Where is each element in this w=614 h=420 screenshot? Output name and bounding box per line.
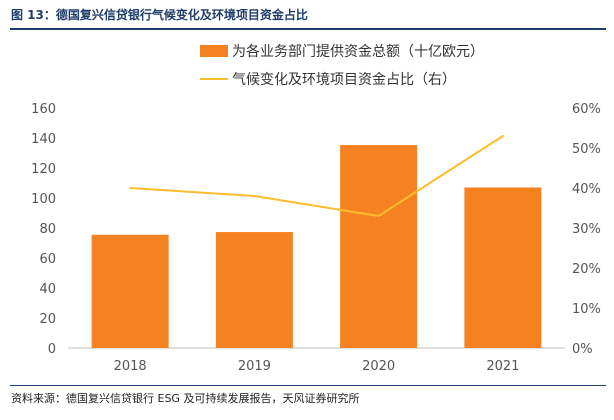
y-left-tick-label: 160 (31, 102, 56, 117)
legend-bar-label: 为各业务部门提供资金总额（十亿欧元） (232, 44, 484, 60)
bar-series (91, 145, 542, 348)
legend-line-label: 气候变化及环境项目资金占比（右） (232, 72, 456, 88)
bar (340, 145, 418, 348)
y-left-tick-label: 60 (39, 252, 56, 267)
line-point (253, 195, 256, 197)
y-right-tick-label: 0% (572, 342, 593, 357)
x-tick-label: 2018 (114, 359, 147, 374)
chart: 为各业务部门提供资金总额（十亿欧元） 气候变化及环境项目资金占比（右） 0 20 4… (31, 44, 601, 374)
y-left-tick-label: 140 (31, 132, 56, 147)
y-right-tick-label: 60% (572, 102, 601, 117)
x-axis: 2018 2019 2020 2021 (114, 359, 520, 374)
y-left-tick-label: 100 (31, 192, 56, 207)
y-left-tick-label: 120 (31, 162, 56, 177)
bar (464, 187, 542, 348)
y-right-tick-label: 20% (572, 262, 601, 277)
line-point (501, 135, 504, 137)
bar (91, 234, 169, 348)
y-right-tick-label: 30% (572, 222, 601, 237)
source-note: 资料来源：德国复兴信贷银行 ESG 及可持续发展报告，天风证券研究所 (11, 392, 360, 405)
line-series (129, 135, 504, 217)
y-right-tick-label: 50% (572, 142, 601, 157)
y-right-tick-label: 40% (572, 182, 601, 197)
figure-title: 图 13：德国复兴信贷银行气候变化及环境项目资金占比 (11, 8, 308, 22)
legend-bar-swatch (200, 45, 228, 57)
y-left-tick-label: 80 (39, 222, 56, 237)
footer-rule (10, 385, 606, 386)
x-tick-label: 2019 (238, 359, 271, 374)
y-left-tick-label: 20 (39, 312, 56, 327)
line-path (130, 135, 504, 217)
x-tick-label: 2020 (362, 359, 395, 374)
y-left-axis: 0 20 40 60 80 100 120 140 160 (31, 102, 56, 357)
y-left-tick-label: 40 (39, 282, 56, 297)
x-tick-label: 2021 (486, 359, 519, 374)
line-point (377, 215, 380, 217)
title-rule (10, 28, 606, 30)
y-right-tick-label: 10% (572, 302, 601, 317)
line-point (129, 187, 132, 189)
legend: 为各业务部门提供资金总额（十亿欧元） 气候变化及环境项目资金占比（右） (200, 44, 484, 88)
bar (215, 232, 293, 348)
y-right-axis: 0% 10% 20% 30% 40% 50% 60% (572, 102, 601, 357)
y-left-tick-label: 0 (48, 342, 56, 357)
